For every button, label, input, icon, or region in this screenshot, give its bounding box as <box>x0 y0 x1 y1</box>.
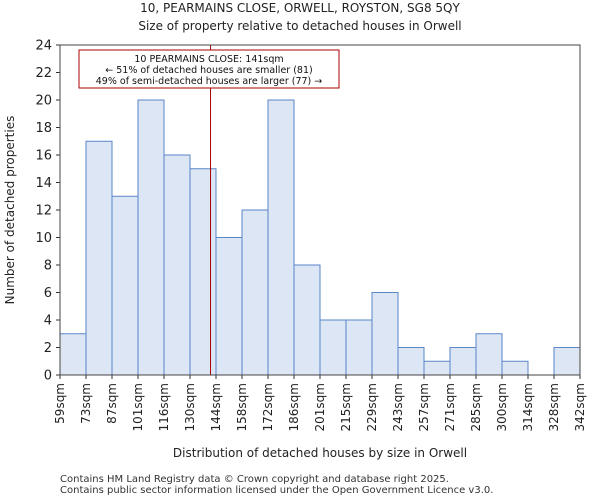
bar-172sqm <box>267 99 295 376</box>
x-tick-label: 257sqm <box>417 383 431 431</box>
x-axis-label: Distribution of detached houses by size … <box>173 446 467 460</box>
x-tick-label: 130sqm <box>183 383 197 431</box>
y-tick-label: 16 <box>35 149 52 164</box>
annotation-line-1: 10 PEARMAINS CLOSE: 141sqm <box>134 54 283 65</box>
plot-frame <box>59 44 581 376</box>
y-tick-label: 24 <box>35 39 52 54</box>
x-tick-label: 158sqm <box>235 383 249 431</box>
bar-73sqm <box>85 140 113 376</box>
bar-257sqm <box>423 360 451 376</box>
bar-101sqm <box>137 99 165 376</box>
x-tick-label: 116sqm <box>157 383 171 431</box>
x-tick-label: 201sqm <box>313 383 327 431</box>
bar-59sqm <box>59 333 87 376</box>
bars-group <box>59 99 581 376</box>
chart-subtitle: Size of property relative to detached ho… <box>138 19 462 33</box>
x-tick-label: 215sqm <box>339 383 353 431</box>
x-tick-label: 101sqm <box>131 383 145 431</box>
bar-328sqm <box>553 347 581 376</box>
bar-201sqm <box>319 319 347 376</box>
footer-line-2: Contains public sector information licen… <box>60 485 494 496</box>
bar-271sqm <box>449 347 477 376</box>
annotation-line-3: 49% of semi-detached houses are larger (… <box>96 76 323 87</box>
bar-144sqm <box>215 237 243 376</box>
bar-130sqm <box>189 168 217 376</box>
y-tick-label: 18 <box>35 121 52 136</box>
y-tick-label: 6 <box>44 286 52 301</box>
x-tick-label: 300sqm <box>495 383 509 431</box>
y-axis-label: Number of detached properties <box>3 116 17 305</box>
x-tick-label: 271sqm <box>443 383 457 431</box>
bar-186sqm <box>293 264 321 376</box>
chart-title: 10, PEARMAINS CLOSE, ORWELL, ROYSTON, SG… <box>140 1 460 15</box>
bar-158sqm <box>241 209 269 376</box>
bar-300sqm <box>501 360 529 376</box>
x-tick-label: 243sqm <box>391 383 405 431</box>
x-tick-label: 59sqm <box>53 383 67 424</box>
annotation-box <box>78 49 340 89</box>
x-tick-label: 186sqm <box>287 383 301 431</box>
x-tick-label: 229sqm <box>365 383 379 431</box>
y-tick-label: 2 <box>44 341 52 356</box>
y-tick-label: 0 <box>44 369 52 384</box>
bar-229sqm <box>371 292 399 376</box>
y-tick-label: 10 <box>35 231 52 246</box>
x-tick-label: 172sqm <box>261 383 275 431</box>
y-tick-label: 8 <box>44 259 52 274</box>
y-tick-label: 14 <box>35 176 52 191</box>
bar-116sqm <box>163 154 191 376</box>
bar-215sqm <box>345 319 373 376</box>
x-tick-label: 87sqm <box>105 383 119 424</box>
footer-line-1: Contains HM Land Registry data © Crown c… <box>60 474 449 485</box>
annotation-line-2: ← 51% of detached houses are smaller (81… <box>105 65 312 76</box>
y-tick-label: 4 <box>44 314 52 329</box>
x-tick-label: 314sqm <box>521 383 535 431</box>
y-tick-label: 20 <box>35 94 52 109</box>
x-tick-label: 73sqm <box>79 383 93 424</box>
y-tick-label: 12 <box>35 204 52 219</box>
x-tick-label: 144sqm <box>209 383 223 431</box>
x-tick-label: 328sqm <box>547 383 561 431</box>
y-tick-label: 22 <box>35 66 52 81</box>
bar-285sqm <box>475 333 503 376</box>
x-tick-label: 285sqm <box>469 383 483 431</box>
bar-87sqm <box>111 195 139 376</box>
bar-243sqm <box>397 347 425 376</box>
x-tick-label: 342sqm <box>573 383 587 431</box>
x-axis: 59sqm 73sqm 87sqm 101sqm 116sqm 130sqm 144sqm 1… <box>53 375 587 431</box>
